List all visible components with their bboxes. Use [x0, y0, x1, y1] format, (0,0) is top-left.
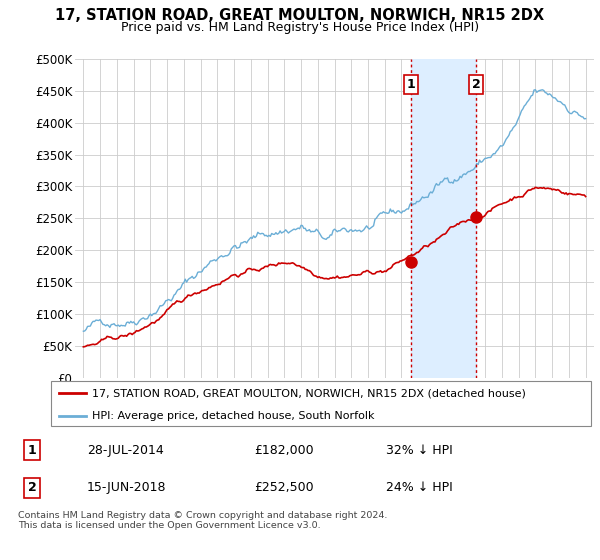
- Text: £182,000: £182,000: [254, 444, 314, 456]
- Text: 32% ↓ HPI: 32% ↓ HPI: [386, 444, 453, 456]
- Text: 17, STATION ROAD, GREAT MOULTON, NORWICH, NR15 2DX (detached house): 17, STATION ROAD, GREAT MOULTON, NORWICH…: [91, 388, 526, 398]
- Bar: [411, 59, 476, 378]
- Text: 2: 2: [472, 78, 481, 91]
- Text: 17, STATION ROAD, GREAT MOULTON, NORWICH, NR15 2DX: 17, STATION ROAD, GREAT MOULTON, NORWICH…: [55, 8, 545, 24]
- Text: 1: 1: [28, 444, 37, 456]
- Text: HPI: Average price, detached house, South Norfolk: HPI: Average price, detached house, Sout…: [91, 410, 374, 421]
- Text: 2: 2: [28, 482, 37, 494]
- Text: 15-JUN-2018: 15-JUN-2018: [87, 482, 166, 494]
- Text: Price paid vs. HM Land Registry's House Price Index (HPI): Price paid vs. HM Land Registry's House …: [121, 21, 479, 34]
- Text: 1: 1: [407, 78, 415, 91]
- Text: 28-JUL-2014: 28-JUL-2014: [87, 444, 164, 456]
- Text: 24% ↓ HPI: 24% ↓ HPI: [386, 482, 453, 494]
- Text: Contains HM Land Registry data © Crown copyright and database right 2024.
This d: Contains HM Land Registry data © Crown c…: [18, 511, 388, 530]
- Text: £252,500: £252,500: [254, 482, 314, 494]
